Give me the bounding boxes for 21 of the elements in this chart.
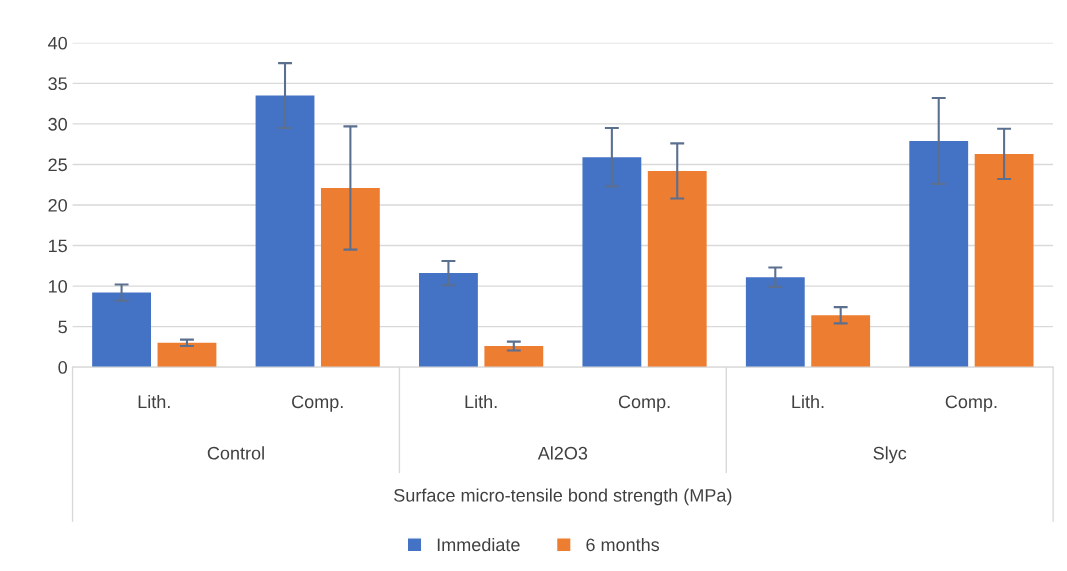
y-tick-label: 0 [58,361,67,374]
y-tick-label: 10 [48,280,67,293]
y-tick-label: 30 [48,117,67,131]
x-axis-title: Surface micro-tensile bond strength (MPa) [394,488,732,506]
x-tick-label: Comp. [292,395,343,412]
legend-label: Immediate [437,537,520,552]
y-tick-label: 40 [48,36,67,50]
x-tick-label: Comp. [618,395,670,412]
x-tick-label: Lith. [465,394,497,409]
legend-label: 6 months [586,537,660,552]
y-tick-label: 20 [48,198,67,212]
y-tick-label: 25 [48,158,67,172]
y-tick-label: 15 [48,239,67,253]
y-tick-label: 35 [48,77,67,91]
x-tick-label: Lith. [792,394,824,409]
text: Slyc [873,446,907,464]
y-tick-label: 5 [58,320,67,334]
text: Al2O3 [537,446,588,460]
text: Control [207,446,264,460]
x-tick-label: Comp. [945,395,997,412]
x-tick-label: Lith. [138,394,170,409]
